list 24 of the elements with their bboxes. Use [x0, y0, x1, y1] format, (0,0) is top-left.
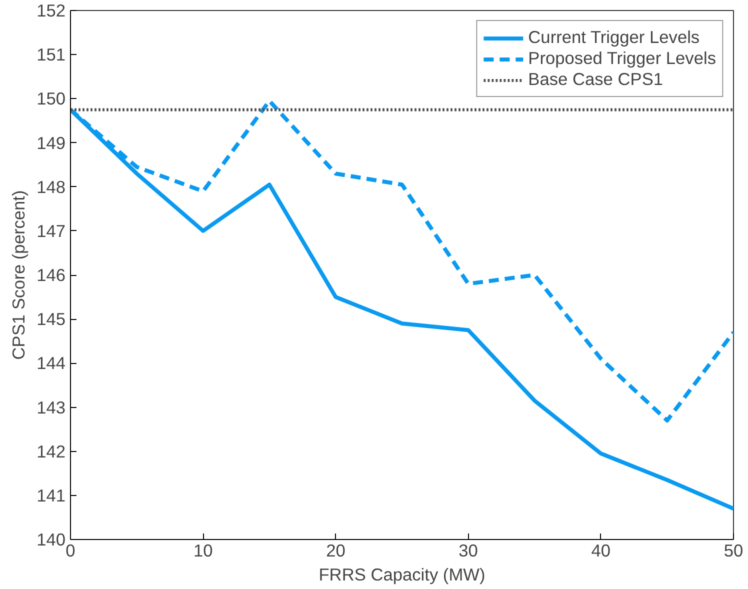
legend-label: Base Case CPS1: [528, 69, 664, 90]
x-tick-label: 0: [66, 540, 76, 560]
y-tick-label: 150: [36, 88, 66, 109]
y-tick-label: 151: [36, 44, 66, 65]
y-tick-label: 146: [36, 265, 66, 285]
x-tick-label: 20: [326, 540, 346, 560]
legend-label: Proposed Trigger Levels: [528, 48, 716, 69]
y-tick-label: 145: [36, 309, 66, 330]
x-tick-label: 30: [458, 540, 478, 560]
x-tick-label: 50: [724, 540, 744, 560]
y-tick-label: 143: [36, 397, 66, 418]
y-tick-label: 141: [36, 485, 66, 506]
y-tick-label: 140: [36, 530, 66, 550]
x-tick-label: 40: [591, 540, 611, 560]
legend-label: Current Trigger Levels: [528, 27, 700, 48]
x-axis-title: FRRS Capacity (MW): [318, 564, 486, 584]
y-tick-label: 149: [36, 132, 66, 153]
y-tick-label: 147: [36, 220, 66, 241]
y-tick-label: 142: [36, 441, 66, 462]
y-tick-label: 144: [36, 353, 66, 374]
y-axis-title: CPS1 Score (percent): [8, 190, 29, 360]
x-tick-label: 10: [193, 540, 213, 560]
y-tick-label: 152: [36, 0, 66, 20]
y-tick-label: 148: [36, 176, 66, 197]
